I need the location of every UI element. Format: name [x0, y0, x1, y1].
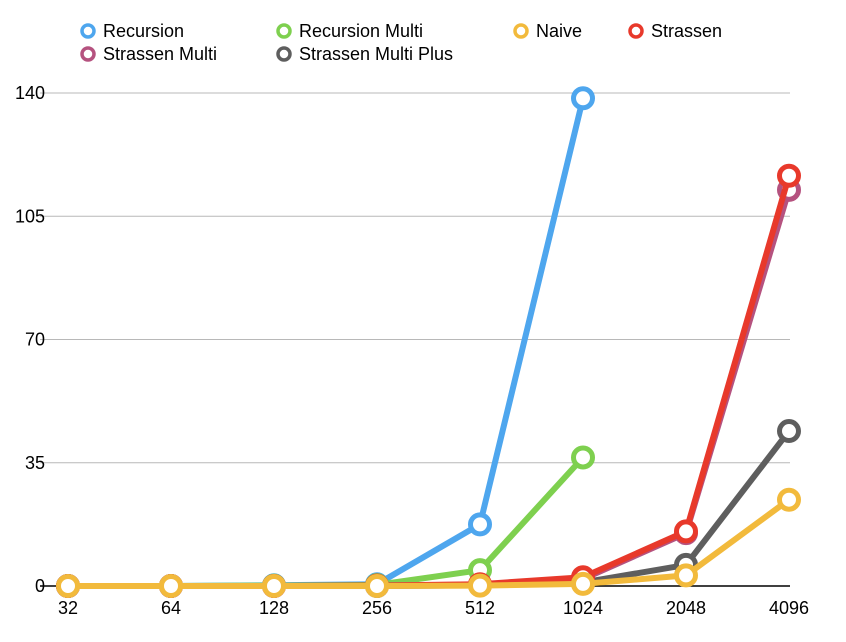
legend-item-strassen-multi-plus: Strassen Multi Plus: [276, 44, 453, 64]
data-point-recursion: [468, 512, 492, 537]
legend-marker: [276, 46, 292, 62]
legend-item-recursion-multi: Recursion Multi: [276, 21, 423, 41]
series-recursion: [56, 86, 595, 598]
data-point-naive: [571, 571, 595, 596]
x-tick-label: 64: [161, 598, 181, 618]
data-point-naive: [777, 487, 801, 512]
series-strassen: [56, 163, 801, 598]
data-point-strassen-multi-plus: [777, 419, 801, 444]
data-point-strassen: [777, 163, 801, 188]
y-tick-label: 140: [15, 83, 45, 103]
x-tick-label: 2048: [666, 598, 706, 618]
data-point-strassen: [674, 519, 698, 544]
legend-label: Strassen Multi Plus: [299, 44, 453, 64]
x-tick-label: 32: [58, 598, 78, 618]
data-point-naive: [262, 574, 286, 598]
legend-item-strassen-multi: Strassen Multi: [80, 44, 217, 64]
legend: Recursion Recursion Multi Naive Strassen Str…: [80, 21, 722, 64]
data-point-naive: [674, 563, 698, 588]
series-line-recursion-multi: [65, 454, 586, 589]
x-tick-label: 256: [362, 598, 392, 618]
series-recursion-multi: [56, 445, 595, 598]
legend-label: Recursion Multi: [299, 21, 423, 41]
y-tick-label: 70: [25, 330, 45, 350]
y-tick-label: 0: [35, 576, 45, 596]
series-line-naive: [65, 496, 792, 589]
series-naive: [56, 487, 801, 598]
x-tick-label: 1024: [563, 598, 603, 618]
x-tick-label: 128: [259, 598, 289, 618]
data-point-naive: [159, 574, 183, 598]
legend-label: Strassen: [651, 21, 722, 41]
y-tick-label: 35: [25, 453, 45, 473]
y-axis-ticks: 0 35 70 105 140: [15, 83, 45, 596]
legend-item-recursion: Recursion: [80, 21, 184, 41]
legend-item-naive: Naive: [513, 21, 582, 41]
legend-label: Naive: [536, 21, 582, 41]
data-point-naive: [56, 574, 80, 598]
y-tick-label: 105: [15, 206, 45, 226]
legend-item-strassen: Strassen: [628, 21, 722, 41]
legend-label: Strassen Multi: [103, 44, 217, 64]
data-point-naive: [468, 573, 492, 598]
x-tick-label: 512: [465, 598, 495, 618]
series-line-recursion: [65, 95, 586, 589]
grid-lines: [40, 92, 790, 587]
data-point-recursion-multi: [571, 445, 595, 470]
legend-marker: [513, 23, 529, 39]
x-tick-label: 4096: [769, 598, 809, 618]
legend-marker: [276, 23, 292, 39]
series-lines: [56, 86, 801, 598]
legend-marker: [80, 23, 96, 39]
data-point-recursion: [571, 86, 595, 111]
x-axis-ticks: 32 64 128 256 512 1024 2048 4096: [58, 598, 809, 618]
legend-label: Recursion: [103, 21, 184, 41]
legend-marker: [628, 23, 644, 39]
data-point-naive: [365, 574, 389, 598]
legend-marker: [80, 46, 96, 62]
